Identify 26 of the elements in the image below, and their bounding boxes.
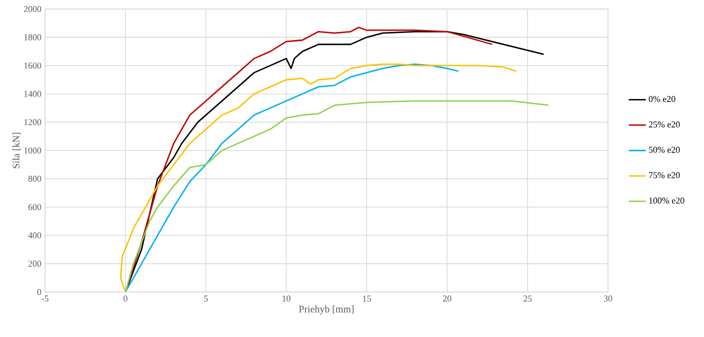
y-tick-label: 600 xyxy=(28,204,42,210)
legend-label: 25% e20 xyxy=(648,121,680,128)
legend-label: 0% e20 xyxy=(648,96,676,102)
y-tick-label: 800 xyxy=(28,176,42,182)
x-axis-title: Priehyb [mm] xyxy=(298,305,354,314)
legend-label: 100% e20 xyxy=(649,198,684,204)
x-tick-label: 30 xyxy=(604,296,612,302)
x-tick-label: 10 xyxy=(282,296,290,302)
y-tick-label: 400 xyxy=(28,232,42,238)
x-tick-label: -5 xyxy=(42,296,48,302)
y-tick-label: 1600 xyxy=(24,62,42,69)
y-tick-label: 1400 xyxy=(24,90,42,97)
y-tick-label: 1000 xyxy=(24,147,42,154)
x-tick-label: 15 xyxy=(363,296,371,302)
x-tick-label: 5 xyxy=(204,296,208,302)
x-tick-label: 20 xyxy=(443,296,452,302)
x-tick-label: 25 xyxy=(523,296,532,302)
legend-label: 75% e20 xyxy=(649,172,680,178)
y-tick-label: 200 xyxy=(28,260,42,267)
y-axis-title: Sila [kN] xyxy=(12,132,21,168)
x-tick-label: 0 xyxy=(124,296,128,302)
y-tick-label: 1200 xyxy=(24,119,42,126)
y-tick-label: 1800 xyxy=(24,34,42,40)
legend-label: 50% e20 xyxy=(648,146,680,153)
y-tick-label: 0 xyxy=(37,288,42,296)
y-tick-label: 2000 xyxy=(24,6,42,12)
